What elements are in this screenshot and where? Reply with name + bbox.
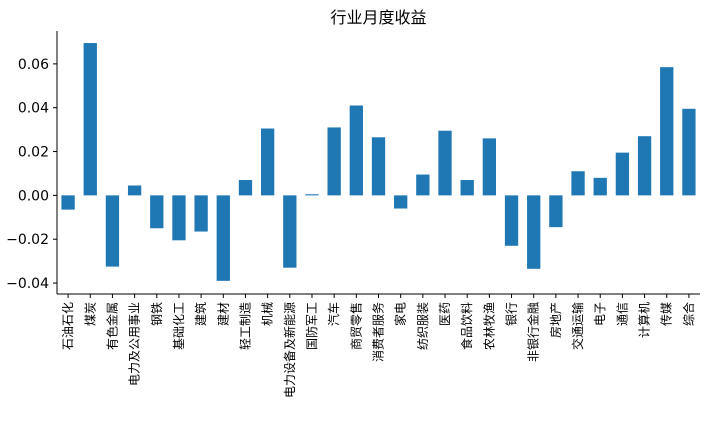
y-axis: −0.04 −0.02 0.00 0.02 0.04 0.06 [6, 31, 58, 294]
bar-石油石化 [61, 195, 75, 210]
x-tick-label: 银行 [505, 302, 519, 326]
x-tick-label: 商贸零售 [348, 302, 363, 350]
bar-基础化工 [172, 195, 186, 241]
bar-煤炭 [83, 43, 97, 196]
x-tick-label: 传媒 [659, 302, 674, 326]
x-tick-label: 家电 [393, 302, 408, 326]
x-tick-label: 基础化工 [172, 302, 186, 350]
x-tick-label: 建材 [216, 302, 230, 326]
x-tick-label: 消费者服务 [371, 302, 386, 362]
bar-机械 [260, 128, 275, 196]
bar-轻工制造 [238, 180, 253, 196]
bar-食品饮料 [460, 180, 474, 196]
x-tick-label: 建筑 [193, 302, 208, 326]
bar-家电 [394, 195, 408, 209]
x-tick-label: 综合 [681, 302, 696, 326]
bars-group [61, 43, 696, 281]
y-tick-label: −0.02 [6, 232, 49, 248]
bar-房地产 [549, 195, 563, 228]
bar-电子 [593, 177, 607, 196]
bar-农林牧渔 [482, 138, 497, 196]
bar-非银行金融 [527, 195, 541, 269]
x-axis: 石油石化 煤炭 有色金属 电力及公用事业 钢铁 基础化工 建筑 建材 轻工制造 机械 电力设备及新能… [57, 293, 700, 398]
x-tick-label: 纺织服装 [416, 302, 430, 350]
bar-综合 [682, 108, 696, 196]
x-tick-label: 国防军工 [304, 302, 319, 350]
x-tick-label: 煤炭 [83, 302, 97, 326]
x-tick-label: 电子 [593, 302, 607, 326]
bar-电力及公用事业 [127, 185, 142, 196]
x-tick-label: 通信 [615, 302, 629, 326]
y-tick-label: 0.00 [18, 188, 49, 204]
bar-有色金属 [105, 195, 120, 267]
bar-交通运输 [571, 171, 585, 196]
x-tick-label: 轻工制造 [238, 302, 252, 350]
x-tick-label: 钢铁 [150, 302, 164, 326]
bar-汽车 [327, 127, 341, 196]
bar-银行 [504, 195, 519, 246]
bar-建材 [216, 195, 230, 281]
x-tick-label: 食品饮料 [459, 302, 474, 350]
bar-计算机 [637, 136, 652, 196]
x-tick-label: 石油石化 [61, 302, 75, 350]
chart-title: 行业月度收益 [330, 8, 426, 27]
x-tick-label: 医药 [438, 302, 452, 326]
y-tick-label: −0.04 [6, 276, 49, 292]
bar-传媒 [660, 67, 674, 196]
x-tick-label: 农林牧渔 [482, 302, 496, 350]
x-tick-label: 机械 [260, 302, 275, 326]
bar-通信 [615, 152, 630, 196]
x-tick-label: 电力设备及新能源 [282, 302, 297, 398]
x-tick-label: 汽车 [326, 302, 341, 326]
y-tick-label: 0.06 [18, 57, 49, 73]
bar-纺织服装 [416, 174, 430, 196]
bar-电力设备及新能源 [283, 195, 297, 268]
x-tick-label: 有色金属 [104, 302, 119, 350]
bar-医药 [438, 130, 452, 196]
x-tick-label: 电力及公用事业 [128, 302, 142, 386]
x-tick-label: 房地产 [548, 302, 563, 338]
bar-商贸零售 [349, 105, 363, 196]
x-tick-label: 非银行金融 [526, 302, 541, 362]
bar-国防军工 [305, 194, 319, 196]
y-tick-label: 0.04 [18, 101, 49, 117]
y-tick-label: 0.02 [18, 145, 49, 161]
x-tick-label: 交通运输 [570, 302, 585, 350]
x-tick-label: 计算机 [637, 302, 652, 338]
bar-消费者服务 [371, 137, 386, 196]
bar-建筑 [194, 195, 208, 232]
bar-钢铁 [150, 195, 164, 229]
